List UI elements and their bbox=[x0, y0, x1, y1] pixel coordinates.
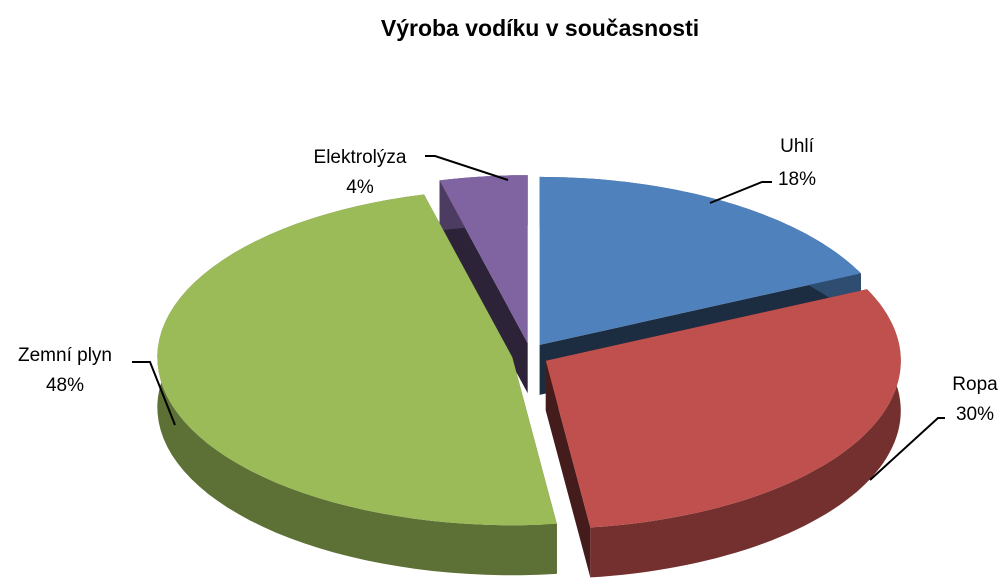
slice-wall bbox=[439, 180, 528, 394]
slice-label: Zemní plyn bbox=[18, 345, 112, 366]
slice-top bbox=[539, 176, 861, 345]
value-label: 30% bbox=[956, 404, 994, 425]
value-label: 18% bbox=[778, 169, 816, 190]
slice-label: Elektrolýza bbox=[314, 147, 407, 168]
slice-side bbox=[590, 289, 901, 578]
slice-top bbox=[439, 175, 528, 344]
leader-line bbox=[709, 181, 772, 204]
slice-top bbox=[157, 194, 557, 526]
slice-wall bbox=[545, 360, 591, 578]
value-label: 4% bbox=[346, 177, 374, 198]
slice-top bbox=[545, 289, 901, 528]
leader-line bbox=[425, 155, 509, 181]
slice-label: Ropa bbox=[952, 374, 998, 395]
leader-line bbox=[132, 361, 176, 426]
slice bbox=[545, 289, 901, 578]
value-label: 48% bbox=[46, 375, 84, 396]
slice bbox=[157, 194, 557, 576]
leader-line bbox=[869, 417, 945, 481]
slice bbox=[439, 175, 528, 394]
slice-label: Uhlí bbox=[780, 136, 815, 157]
chart-title: Výroba vodíku v současnosti bbox=[381, 15, 699, 41]
